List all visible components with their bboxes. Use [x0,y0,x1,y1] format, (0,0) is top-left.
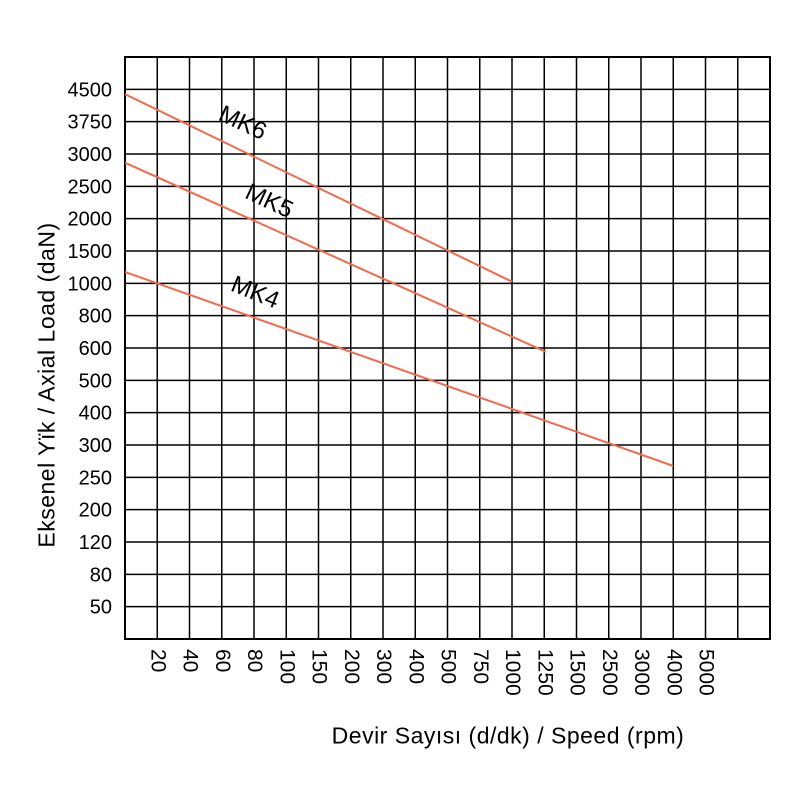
x-tick-label: 100 [275,649,298,684]
y-tick-label: 200 [79,500,112,522]
y-tick-label: 800 [79,306,112,328]
series-label-MK5: MK5 [241,179,297,224]
y-tick-label: 3000 [68,144,113,166]
y-tick-label: 250 [79,467,112,489]
series-line-MK6 [124,93,513,283]
series-line-MK4 [124,271,674,467]
x-tick-label: 40 [179,649,202,672]
plot-border [124,56,771,640]
y-tick-label: 50 [90,597,112,619]
y-tick-label: 80 [90,564,112,586]
x-tick-label: 750 [469,649,492,684]
x-tick-label: 5000 [695,649,718,696]
x-tick-label: 2500 [598,649,621,696]
y-tick-label: 400 [79,403,112,425]
x-tick-label: 4000 [662,649,685,696]
y-tick-label: 3750 [68,112,113,134]
x-tick-label: 500 [437,649,460,684]
x-tick-label: 80 [243,649,266,672]
x-tick-label: 400 [404,649,427,684]
y-tick-label: 600 [79,338,112,360]
x-tick-label: 1500 [566,649,589,696]
x-tick-label: 3000 [630,649,653,696]
x-tick-label: 200 [340,649,363,684]
x-tick-label: 150 [308,649,331,684]
y-tick-label: 2000 [68,209,113,231]
series-label-MK6: MK6 [215,100,271,145]
y-tick-label: 4500 [68,79,113,101]
y-tick-label: 1500 [68,241,113,263]
x-tick-label: 1000 [501,649,524,696]
y-tick-label: 2500 [68,176,113,198]
series-label-MK4: MK4 [227,271,283,315]
y-axis-title: Eksenel Yïk / Axial Load (daN) [33,222,60,548]
x-tick-label: 60 [211,649,234,672]
y-tick-label: 1000 [68,273,113,295]
x-tick-label: 300 [372,649,395,684]
y-tick-label: 120 [79,532,112,554]
series-line-MK5 [124,161,547,353]
x-tick-label: 20 [146,649,169,672]
y-tick-label: 300 [79,435,112,457]
x-tick-label: 1250 [533,649,556,696]
y-tick-label: 500 [79,370,112,392]
x-axis-title: Devir Sayısı (d/dk) / Speed (rpm) [331,722,685,749]
